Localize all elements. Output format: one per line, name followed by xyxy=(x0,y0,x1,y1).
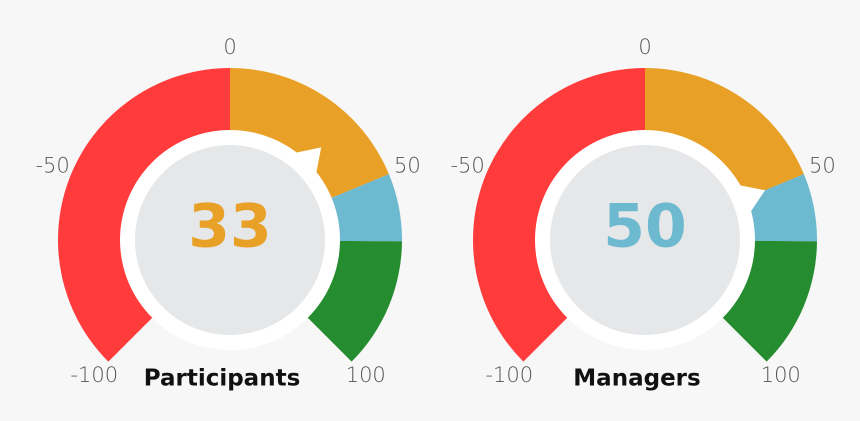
center-disc xyxy=(550,145,740,335)
tick-label: 100 xyxy=(761,363,801,387)
tick-label: -50 xyxy=(35,154,69,178)
gauge-value: 50 xyxy=(603,192,687,262)
tick-label: -100 xyxy=(485,363,533,387)
gauge-value: 33 xyxy=(188,192,272,262)
tick-label: 100 xyxy=(346,363,386,387)
needle xyxy=(291,147,322,178)
tick-label: -100 xyxy=(70,363,118,387)
tick-label: 50 xyxy=(394,154,421,178)
tick-label: 0 xyxy=(223,35,236,59)
tick-label: 0 xyxy=(638,35,651,59)
gauge-title: Managers xyxy=(573,366,700,392)
tick-label: -50 xyxy=(450,154,484,178)
gauge-title: Participants xyxy=(144,366,301,392)
tick-label: 50 xyxy=(809,154,836,178)
center-disc xyxy=(135,145,325,335)
needle xyxy=(735,184,766,216)
